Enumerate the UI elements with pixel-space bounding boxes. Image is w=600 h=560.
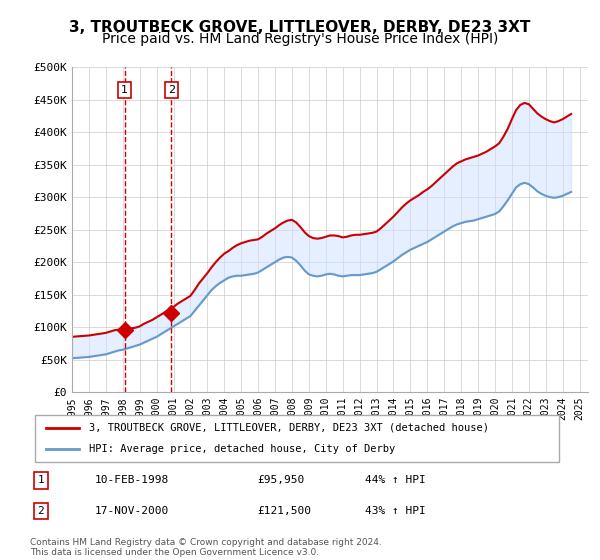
Text: HPI: Average price, detached house, City of Derby: HPI: Average price, detached house, City… [89, 444, 395, 454]
Text: Contains HM Land Registry data © Crown copyright and database right 2024.
This d: Contains HM Land Registry data © Crown c… [30, 538, 382, 557]
Text: 1: 1 [121, 85, 128, 95]
Text: 2: 2 [37, 506, 44, 516]
Text: 43% ↑ HPI: 43% ↑ HPI [365, 506, 425, 516]
Text: Price paid vs. HM Land Registry's House Price Index (HPI): Price paid vs. HM Land Registry's House … [102, 32, 498, 46]
Text: 1: 1 [37, 475, 44, 485]
Text: 44% ↑ HPI: 44% ↑ HPI [365, 475, 425, 485]
FancyBboxPatch shape [35, 415, 559, 462]
Text: £121,500: £121,500 [257, 506, 311, 516]
Text: 17-NOV-2000: 17-NOV-2000 [95, 506, 169, 516]
Text: £95,950: £95,950 [257, 475, 304, 485]
Text: 10-FEB-1998: 10-FEB-1998 [95, 475, 169, 485]
Text: 3, TROUTBECK GROVE, LITTLEOVER, DERBY, DE23 3XT (detached house): 3, TROUTBECK GROVE, LITTLEOVER, DERBY, D… [89, 423, 490, 433]
Text: 2: 2 [168, 85, 175, 95]
Text: 3, TROUTBECK GROVE, LITTLEOVER, DERBY, DE23 3XT: 3, TROUTBECK GROVE, LITTLEOVER, DERBY, D… [70, 20, 530, 35]
